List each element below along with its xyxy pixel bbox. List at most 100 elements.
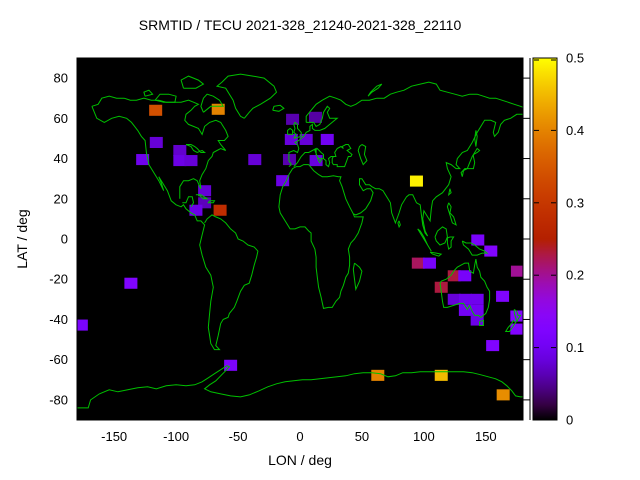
tecu-cell [458, 293, 472, 305]
coastline [447, 188, 452, 197]
tecu-cell [149, 136, 163, 148]
tecu-cell [308, 111, 322, 123]
coastline [215, 73, 278, 119]
y-tick-label: 20 [54, 191, 68, 206]
chart-title: SRMTID / TECU 2021-328_21240-2021-328_22… [138, 17, 462, 33]
tecu-cell [299, 133, 313, 145]
coastlines [77, 73, 523, 409]
tecu-cell [173, 144, 187, 157]
tecu-cell [470, 314, 484, 326]
tecu-cell [422, 257, 436, 269]
tecu-cell [136, 154, 150, 166]
tecu-cell [248, 154, 262, 166]
coastline [185, 144, 207, 154]
tecu-cell [496, 290, 510, 302]
tecu-cell [434, 281, 448, 293]
coastline [352, 262, 363, 292]
coastline [305, 81, 523, 123]
tecu-cells [77, 103, 523, 401]
coastline [154, 93, 177, 103]
coastline [429, 251, 443, 257]
y-tick-label: 60 [54, 111, 68, 126]
coastline [288, 105, 339, 167]
tecu-cell [173, 155, 187, 167]
y-tick-label: -20 [49, 272, 68, 287]
tecu-cell [77, 319, 88, 331]
plot-area [77, 58, 523, 420]
y-tick-label: -60 [49, 352, 68, 367]
x-tick-label: -150 [101, 429, 127, 444]
tecu-cell [213, 204, 227, 216]
y-tick-label: -40 [49, 312, 68, 327]
y-tick-label: 0 [61, 232, 68, 247]
coastline [287, 127, 294, 135]
coastline [272, 104, 285, 112]
coastline [180, 75, 205, 89]
tecu-cell [198, 197, 212, 209]
tecu-cell [458, 304, 472, 316]
colorbar-tick-label: 0.1 [566, 340, 584, 355]
y-tick-label: 80 [54, 71, 68, 86]
coastline [182, 196, 195, 208]
tecu-cell [510, 310, 523, 322]
coastline [474, 130, 478, 147]
tecu-cell [434, 369, 448, 381]
coastline [77, 365, 523, 409]
tecu-cell [458, 270, 472, 282]
coastline [417, 228, 432, 252]
coastline [357, 144, 368, 166]
x-tick-label: 100 [413, 429, 435, 444]
tecu-cell [211, 103, 225, 115]
tecu-cell [224, 359, 238, 371]
coastline [367, 83, 383, 97]
x-tick-label: -50 [229, 429, 248, 444]
colorbar [532, 57, 558, 421]
coastline [504, 320, 517, 332]
coastline [91, 95, 229, 199]
coastline [293, 144, 353, 168]
coastline [397, 220, 401, 229]
tecu-cell [510, 265, 523, 277]
coastline [91, 106, 259, 351]
coastline [278, 113, 523, 309]
tecu-cell [149, 104, 163, 116]
tecu-cell [447, 293, 461, 305]
coastline [446, 202, 457, 226]
tecu-cell [470, 293, 484, 305]
colorbar-tick-label: 0.2 [566, 268, 584, 283]
tecu-cell [496, 389, 510, 401]
x-tick-label: 0 [296, 429, 303, 444]
tecu-cell [309, 155, 323, 167]
tecu-cell [320, 133, 334, 145]
colorbar-tick-label: 0 [566, 413, 573, 428]
coastline [461, 240, 489, 256]
tecu-cell [510, 323, 523, 335]
coastline [439, 259, 491, 319]
tecu-cell [471, 234, 485, 246]
x-axis-title: LON / deg [268, 452, 332, 468]
coastline [479, 319, 484, 326]
y-tick-label: -80 [49, 392, 68, 407]
tecu-cell [447, 270, 461, 282]
x-tick-label: 150 [475, 429, 497, 444]
tecu-cell [198, 185, 212, 197]
tecu-cell [184, 155, 198, 167]
tecu-cell [282, 154, 296, 166]
colorbar-tick-label: 0.4 [566, 123, 584, 138]
coastline [446, 236, 455, 251]
tecu-cell [484, 245, 498, 257]
tecu-cell [276, 175, 290, 187]
tecu-cell [284, 133, 298, 145]
coastline [200, 93, 225, 113]
tecu-cell [470, 304, 484, 316]
coastline [513, 309, 522, 323]
coastline [460, 147, 481, 177]
tecu-cell [286, 113, 300, 125]
x-tick-label: -100 [163, 429, 189, 444]
tecu-cell [411, 257, 425, 269]
coastline [143, 89, 154, 97]
tecu-cell [486, 340, 500, 352]
coastline [195, 194, 209, 200]
